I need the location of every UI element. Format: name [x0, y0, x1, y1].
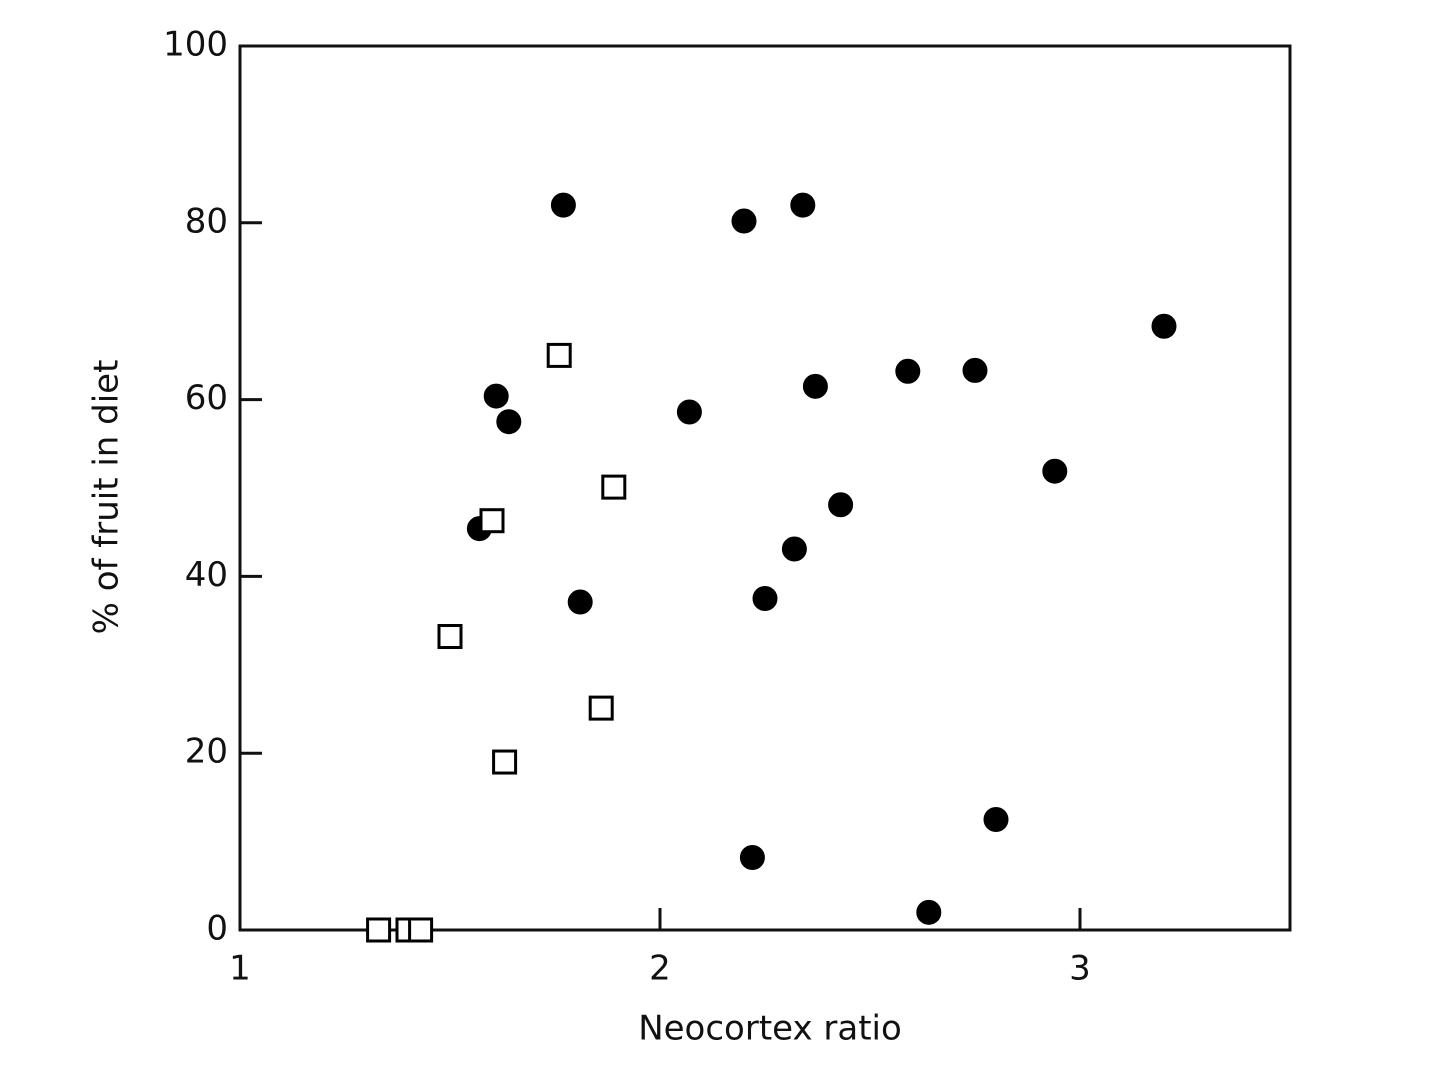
- x-tick-label: 2: [649, 949, 671, 989]
- y-tick-label: 0: [206, 909, 228, 949]
- circle-point: [739, 845, 765, 871]
- circle-point: [496, 409, 522, 435]
- y-axis-label: % of fruit in diet: [87, 360, 127, 635]
- circle-point: [802, 373, 828, 399]
- y-tick-label: 60: [185, 378, 228, 418]
- circle-point: [1151, 313, 1177, 339]
- square-point: [366, 917, 392, 943]
- y-tick-label: 20: [185, 732, 228, 772]
- circle-point: [895, 358, 921, 384]
- y-tick-label: 80: [185, 201, 228, 241]
- plot-frame: [238, 44, 1292, 932]
- square-point: [408, 917, 434, 943]
- circle-point: [550, 192, 576, 218]
- x-tick-label: 3: [1069, 949, 1091, 989]
- y-tick-label: 100: [163, 25, 228, 65]
- circle-point: [731, 208, 757, 234]
- square-point: [492, 749, 518, 775]
- circle-point: [983, 807, 1009, 832]
- x-tick-label: 1: [229, 949, 251, 989]
- circle-point: [567, 589, 593, 615]
- x-axis-label: Neocortex ratio: [638, 1009, 902, 1049]
- square-point: [437, 624, 463, 650]
- circle-point: [1042, 458, 1068, 484]
- circle-point: [752, 586, 778, 611]
- square-point: [601, 474, 627, 500]
- y-tick-label: 40: [185, 555, 228, 595]
- square-point: [588, 695, 614, 721]
- circle-point: [916, 899, 942, 925]
- square-point: [479, 508, 505, 534]
- square-point: [546, 342, 572, 368]
- circle-point: [781, 536, 807, 562]
- circle-point: [828, 492, 854, 518]
- circle-point: [790, 192, 816, 218]
- circle-point: [676, 399, 702, 425]
- circle-point: [962, 357, 988, 383]
- circle-point: [483, 383, 509, 409]
